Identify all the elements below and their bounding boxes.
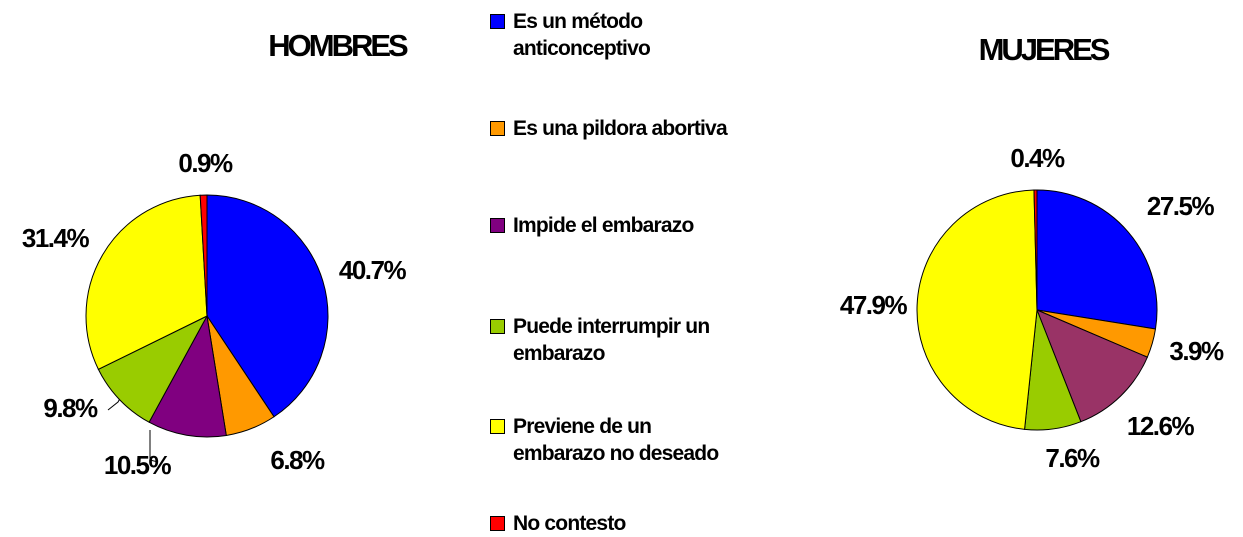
legend-swatch	[490, 319, 505, 334]
legend-label: No contesto	[513, 512, 626, 535]
pie-slice	[85, 194, 208, 371]
legend-label: Previene de un embarazo no deseado	[513, 415, 719, 465]
data-label: 31.4%	[22, 223, 90, 253]
legend-swatch	[490, 218, 505, 233]
legend-item: Es una pildora abortiva	[490, 115, 730, 142]
legend-swatch	[490, 419, 505, 434]
legend-label: Puede interrumpir un embarazo	[513, 315, 710, 365]
legend-swatch	[490, 516, 505, 531]
legend-item: Es un método anticonceptivo	[490, 8, 730, 62]
legend-item: No contesto	[490, 510, 730, 537]
legend-label: Impide el embarazo	[513, 214, 694, 237]
legend-swatch	[490, 14, 505, 29]
data-label: 9.8%	[43, 393, 98, 423]
leader-line	[149, 430, 159, 463]
data-label: 47.9%	[840, 290, 908, 320]
legend-label: Es una pildora abortiva	[513, 117, 728, 140]
legend-label: Es un método anticonceptivo	[513, 10, 651, 60]
legend-item: Impide el embarazo	[490, 212, 730, 239]
pie-slice	[199, 194, 208, 317]
legend-swatch	[490, 121, 505, 136]
legend-item: Puede interrumpir un embarazo	[490, 313, 730, 367]
data-label: 3.9%	[1169, 336, 1224, 366]
data-label: 0.9%	[178, 148, 233, 178]
chart-title: HOMBRES	[268, 28, 408, 63]
pie-slice	[148, 314, 227, 438]
pie-slice	[1036, 309, 1148, 423]
legend-item: Previene de un embarazo no deseado	[490, 413, 730, 467]
chart-title: MUJERES	[979, 32, 1110, 67]
data-label: 27.5%	[1147, 191, 1215, 221]
data-label: 12.6%	[1127, 411, 1195, 441]
pie-slice	[1036, 189, 1158, 330]
data-label: 0.4%	[1010, 143, 1065, 173]
data-label: 40.7%	[339, 255, 407, 285]
data-label: 7.6%	[1045, 443, 1100, 473]
data-label: 10.5%	[104, 450, 172, 480]
data-label: 6.8%	[270, 445, 325, 475]
pie-slice	[97, 314, 209, 423]
pie-slice	[916, 189, 1038, 430]
pie-slice	[1033, 189, 1038, 311]
